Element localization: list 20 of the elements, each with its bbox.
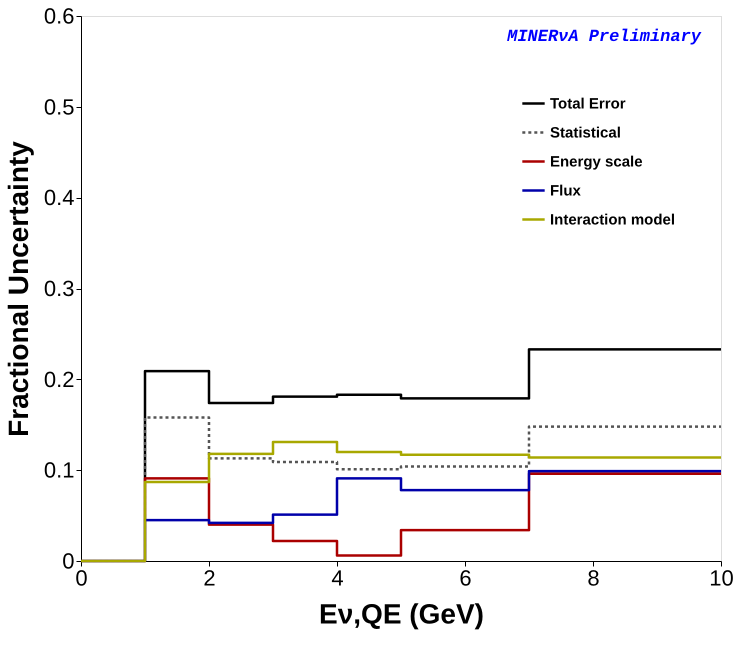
y-tick-label: 0.4 bbox=[44, 185, 74, 210]
annotation: MINERνA Preliminary bbox=[506, 28, 702, 47]
y-tick-label: 0 bbox=[62, 548, 74, 574]
y-tick-label: 0.3 bbox=[44, 276, 74, 301]
legend-label: Statistical bbox=[550, 124, 621, 142]
x-tick-label: 6 bbox=[459, 566, 472, 590]
x-tick-label: 8 bbox=[587, 566, 600, 590]
legend-label: Interaction model bbox=[550, 212, 676, 228]
y-tick-label: 0.2 bbox=[44, 366, 74, 392]
x-tick-label: 2 bbox=[203, 566, 216, 590]
legend-label: Energy scale bbox=[550, 154, 643, 170]
x-axis-title: Eν,QE (GeV) bbox=[319, 598, 484, 630]
y-tick-label: 0.1 bbox=[44, 458, 74, 483]
legend-label: Total Error bbox=[550, 96, 626, 112]
x-tick-label: 10 bbox=[709, 566, 734, 590]
x-tick-label: 4 bbox=[331, 566, 344, 590]
y-tick-label: 0.5 bbox=[44, 94, 74, 120]
y-tick-label: 0.6 bbox=[44, 4, 74, 28]
y-axis-title: Fractional Uncertainty bbox=[2, 140, 34, 437]
legend-label: Flux bbox=[550, 182, 582, 200]
